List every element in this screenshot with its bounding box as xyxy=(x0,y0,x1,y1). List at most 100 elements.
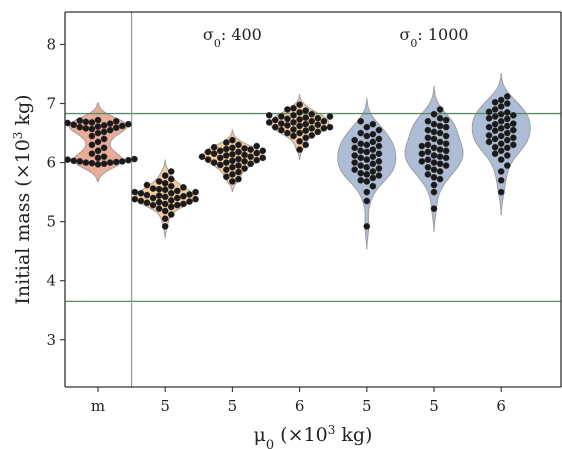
point-s6-6 xyxy=(497,147,505,155)
point-s0-35 xyxy=(100,135,108,143)
point-s1-20 xyxy=(149,185,157,192)
point-s0-27 xyxy=(82,159,90,166)
point-s0-1 xyxy=(112,117,120,125)
point-s2-16 xyxy=(253,149,261,157)
point-s4-34 xyxy=(357,169,365,177)
point-s2-10 xyxy=(253,156,261,164)
point-s6-33 xyxy=(485,115,493,122)
point-s5-6 xyxy=(442,162,450,169)
y-label-sup: 3 xyxy=(11,132,25,140)
point-s1-19 xyxy=(161,186,169,194)
point-s0-31 xyxy=(94,154,102,162)
point-s2-38 xyxy=(204,148,212,156)
annotation-sub: 0 xyxy=(214,36,221,49)
point-s0-32 xyxy=(100,153,108,160)
point-s3-30 xyxy=(320,117,328,125)
point-s2-7 xyxy=(216,161,224,169)
point-s2-21 xyxy=(210,143,218,151)
point-s3-15 xyxy=(308,117,316,125)
point-s6-10 xyxy=(510,134,517,142)
point-s5-15 xyxy=(430,135,438,143)
point-s0-3 xyxy=(88,119,96,126)
point-s1-39 xyxy=(137,189,145,197)
point-s2-25 xyxy=(229,136,236,144)
point-s4-37 xyxy=(351,152,358,159)
point-s6-18 xyxy=(503,115,511,123)
point-s6-14 xyxy=(497,125,505,132)
point-s3-24 xyxy=(290,104,297,112)
point-s6-5 xyxy=(503,152,511,159)
point-s1-0 xyxy=(161,223,169,230)
point-s6-11 xyxy=(485,132,493,139)
y-tick-label-2: 5 xyxy=(46,213,56,231)
point-s3-11 xyxy=(296,122,303,130)
point-s5-5 xyxy=(430,166,438,173)
point-s3-7 xyxy=(302,127,309,134)
point-s6-17 xyxy=(497,117,505,125)
point-s6-35 xyxy=(510,141,517,149)
x-label-tail: kg) xyxy=(335,424,372,446)
point-s1-30 xyxy=(137,197,145,205)
point-s3-12 xyxy=(314,121,322,129)
point-s0-10 xyxy=(100,122,108,129)
point-s1-36 xyxy=(155,198,163,206)
point-s4-36 xyxy=(375,158,383,165)
point-s5-19 xyxy=(442,123,450,131)
point-s4-24 xyxy=(357,117,365,125)
point-s0-22 xyxy=(100,160,108,168)
point-s4-18 xyxy=(375,135,383,143)
point-s5-38 xyxy=(424,148,432,156)
point-s2-19 xyxy=(247,146,254,153)
y-axis-label: Initial mass (×103 kg) xyxy=(11,94,34,304)
point-s0-21 xyxy=(106,159,114,166)
point-s2-4 xyxy=(235,168,242,176)
point-s0-36 xyxy=(94,129,102,137)
point-s0-24 xyxy=(112,158,120,166)
point-s3-5 xyxy=(296,129,303,137)
point-s2-22 xyxy=(253,142,261,150)
point-s0-34 xyxy=(88,141,96,149)
point-s0-5 xyxy=(106,126,114,134)
point-s5-35 xyxy=(442,116,450,124)
point-s3-26 xyxy=(284,129,291,137)
point-s4-12 xyxy=(369,153,377,160)
point-s4-14 xyxy=(357,147,365,155)
point-s3-4 xyxy=(308,132,316,139)
point-s0-16 xyxy=(94,138,102,146)
point-s4-25 xyxy=(357,177,365,184)
point-s3-8 xyxy=(290,126,297,133)
point-s4-13 xyxy=(375,150,383,158)
point-s4-22 xyxy=(363,123,371,131)
point-s4-1 xyxy=(363,197,371,205)
point-s2-8 xyxy=(223,159,230,166)
point-s2-29 xyxy=(204,156,212,163)
point-s2-17 xyxy=(235,148,242,156)
point-s0-12 xyxy=(94,123,102,130)
point-s1-2 xyxy=(167,211,175,218)
point-s0-29 xyxy=(119,158,126,165)
point-s6-22 xyxy=(491,106,499,113)
x-tick-label-6: 6 xyxy=(496,397,506,415)
x-tick-label-5: 5 xyxy=(429,397,439,415)
point-s5-2 xyxy=(430,181,438,189)
point-s0-18 xyxy=(88,150,96,158)
point-s5-31 xyxy=(442,140,450,147)
annotation-value: : 400 xyxy=(221,25,262,44)
point-s3-6 xyxy=(314,128,322,136)
point-s5-34 xyxy=(436,122,444,130)
point-s4-9 xyxy=(357,162,365,169)
point-s5-33 xyxy=(430,128,438,136)
point-s3-38 xyxy=(290,132,297,140)
point-s5-11 xyxy=(442,147,450,155)
point-s3-10 xyxy=(271,123,279,131)
point-s2-20 xyxy=(241,145,248,152)
point-s4-11 xyxy=(363,156,371,163)
point-s3-28 xyxy=(326,123,334,131)
point-s3-25 xyxy=(296,101,303,109)
point-s0-7 xyxy=(70,121,77,129)
violins-layer xyxy=(68,73,531,250)
point-s5-3 xyxy=(436,175,444,183)
point-s6-9 xyxy=(503,136,511,144)
point-s6-21 xyxy=(485,108,493,116)
point-s2-11 xyxy=(235,155,242,163)
